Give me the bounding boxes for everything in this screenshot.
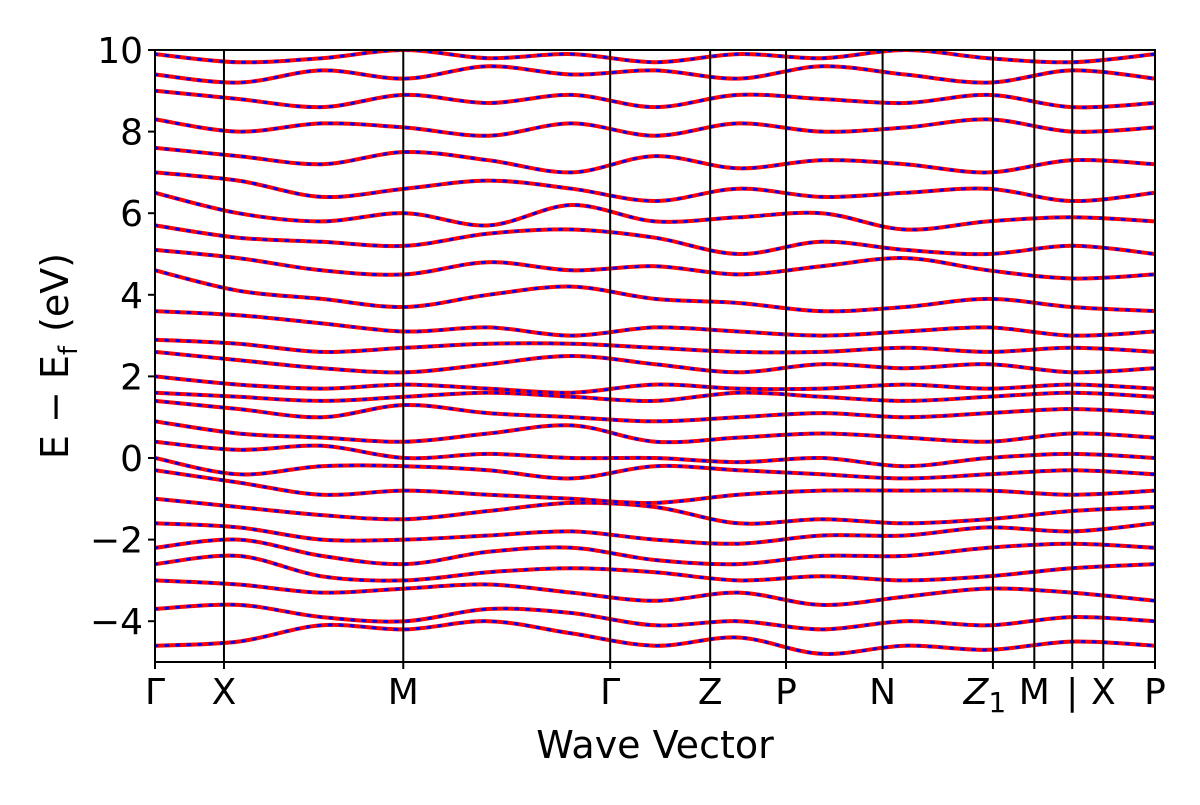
band-13-blue-line xyxy=(155,374,1155,395)
x-axis-title: Wave Vector xyxy=(536,723,774,767)
band-17-blue-line xyxy=(155,268,1155,313)
x-ticks: Γ X M Γ Z P N Z1 M | X P xyxy=(145,662,1166,719)
band-12-red-line xyxy=(155,390,1155,403)
band-15-red-line xyxy=(155,337,1155,355)
band-13-red-line xyxy=(155,374,1155,395)
band-0-blue-line xyxy=(155,619,1155,656)
band-1-blue-line xyxy=(155,603,1155,631)
y-tick-label-6: −2 xyxy=(90,521,143,562)
x-tick-label-2: M xyxy=(388,672,419,713)
band-14-blue-line xyxy=(155,350,1155,374)
band-23-red-line xyxy=(155,117,1155,138)
band-8-blue-line xyxy=(155,456,1155,480)
band-11-blue-line xyxy=(155,399,1155,423)
bands-layer xyxy=(155,50,1155,656)
band-21-red-line xyxy=(155,170,1155,204)
band-7-blue-line xyxy=(155,468,1155,505)
y-tick-label-4: 2 xyxy=(120,357,143,398)
x-tick-label-6: N xyxy=(869,672,896,713)
band-16-blue-line xyxy=(155,309,1155,338)
band-14-red-line xyxy=(155,349,1155,375)
band-20-blue-line xyxy=(155,191,1155,232)
y-axis-title-subscript: f xyxy=(54,345,84,355)
y-tick-label-1: 8 xyxy=(120,113,143,154)
band-5-blue-line xyxy=(155,521,1155,546)
band-23-blue-line xyxy=(155,117,1155,138)
x-tick-label-7: Z1 xyxy=(963,672,1007,719)
band-8-red-line xyxy=(155,456,1155,481)
x-tick-label-11: P xyxy=(1144,672,1166,713)
band-4-blue-line xyxy=(155,537,1155,566)
y-axis-title: E − Ef (eV) xyxy=(33,253,84,459)
band-9-blue-line xyxy=(155,440,1155,468)
x-tick-label-3: Γ xyxy=(600,672,620,713)
band-24-red-line xyxy=(155,88,1155,110)
y-tick-label-3: 4 xyxy=(120,276,143,317)
band-5-red-line xyxy=(155,521,1155,546)
band-10-red-line xyxy=(155,419,1155,445)
y-tick-label-5: 0 xyxy=(120,439,143,480)
band-25-red-line xyxy=(155,64,1155,85)
band-17-red-line xyxy=(155,268,1155,314)
band-3-blue-line xyxy=(155,554,1155,583)
band-16-red-line xyxy=(155,309,1155,338)
x-tick-label-10: X xyxy=(1091,672,1116,713)
band-6-blue-line xyxy=(155,497,1155,526)
y-tick-label-2: 6 xyxy=(120,194,143,235)
band-25-blue-line xyxy=(155,64,1155,85)
x-tick-label-1: X xyxy=(212,672,237,713)
band-9-red-line xyxy=(155,439,1155,469)
band-22-red-line xyxy=(155,145,1155,175)
y-axis-title-main: E − E xyxy=(33,355,77,459)
band-15-blue-line xyxy=(155,338,1155,354)
x-tick-label-8: M xyxy=(1019,672,1050,713)
y-axis-title-unit: (eV) xyxy=(33,253,77,332)
band-26-blue-line xyxy=(155,50,1155,64)
y-ticks: 10 8 6 4 2 0 −2 −4 xyxy=(90,31,155,643)
y-tick-label-7: −4 xyxy=(90,602,143,643)
band-18-blue-line xyxy=(155,248,1155,281)
band-19-red-line xyxy=(155,223,1155,257)
band-20-red-line xyxy=(155,190,1155,232)
band-19-blue-line xyxy=(155,223,1155,256)
band-26-red-line xyxy=(155,50,1155,65)
plot-frame xyxy=(154,49,1156,663)
band-10-blue-line xyxy=(155,419,1155,444)
x-tick-label-9: | xyxy=(1066,672,1078,713)
band-12-blue-line xyxy=(155,391,1155,403)
band-2-red-line xyxy=(155,578,1155,607)
x-tick-label-4: Z xyxy=(698,672,723,713)
band-22-blue-line xyxy=(155,146,1155,174)
band-2-blue-line xyxy=(155,578,1155,607)
x-tick-label-5: P xyxy=(775,672,797,713)
y-tick-label-0: 10 xyxy=(97,31,143,72)
band-11-red-line xyxy=(155,398,1155,424)
x-tick-label-0: Γ xyxy=(145,672,165,713)
band-24-blue-line xyxy=(155,89,1155,109)
